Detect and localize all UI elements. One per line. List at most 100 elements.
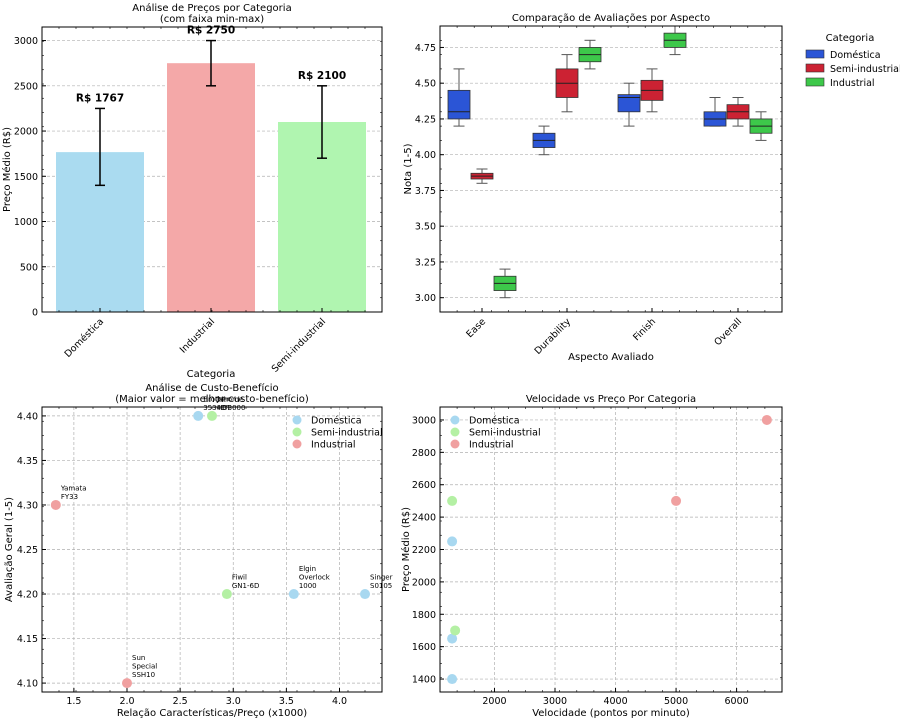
box-doméstica-ease — [447, 68, 471, 127]
point-label-line: 1000 — [299, 582, 317, 590]
point-label-line: HD3000 — [217, 404, 245, 412]
y-axis-label: Preço Médio (R$) — [1, 127, 13, 212]
bar-value-label: R$ 2750 — [187, 25, 235, 37]
box-semi-industrial-overall — [726, 97, 750, 127]
x-tick-label: Semi-industrial — [270, 316, 328, 374]
y-tick-label: 1800 — [412, 610, 436, 621]
legend-label: Doméstica — [311, 416, 362, 427]
y-tick-label: 3.00 — [415, 293, 436, 304]
y-tick-label: 2200 — [412, 545, 436, 556]
point-label-line: Brother — [203, 395, 229, 403]
y-tick-label: 4.25 — [17, 545, 38, 556]
y-tick-label: 4.40 — [17, 411, 38, 422]
y-tick-label: 3.50 — [415, 222, 436, 233]
chart-title: Velocidade vs Preço Por Categoria — [526, 394, 696, 405]
point-label: Yamata FY33 — [60, 484, 87, 501]
y-tick-label: 0 — [32, 308, 38, 319]
legend-marker — [292, 427, 302, 437]
point-label-line: Overlock — [299, 574, 331, 582]
x-tick-label: 5000 — [664, 696, 688, 707]
x-axis-label: Aspecto Avaliado — [568, 352, 654, 363]
x-tick-label: 4.0 — [332, 696, 347, 707]
point-label-line: Yamata — [60, 484, 87, 492]
legend-label: Semi-industrial — [311, 428, 383, 439]
point-industrial — [122, 678, 132, 689]
point-label-line: FY33 — [61, 493, 78, 501]
legend-label: Industrial — [830, 78, 875, 89]
point-label-line: GN1-6D — [232, 582, 259, 590]
point-label: Sun Special SSH10 — [132, 654, 157, 679]
legend-label: Semi-industrial — [830, 64, 900, 75]
box-industrial-ease — [493, 268, 517, 299]
chart-title: Comparação de Avaliações por Aspecto — [512, 13, 710, 24]
y-tick-label: 4.75 — [415, 43, 436, 54]
box-semi-industrial-finish — [640, 68, 664, 113]
x-tick-label: 2.0 — [119, 696, 134, 707]
point-semi-industrial — [207, 410, 217, 421]
legend-swatch — [805, 63, 825, 73]
chart-subtitle: (Maior valor = melhor custo-benefício) — [115, 393, 309, 405]
x-tick-label: Overall — [712, 316, 744, 348]
x-tick-label: Industrial — [178, 316, 217, 355]
chart-subtitle: (com faixa min-max) — [160, 14, 264, 25]
y-tick-label: 2500 — [14, 81, 38, 92]
box-doméstica-finish — [617, 82, 641, 127]
point-label-line: Sun — [132, 654, 145, 662]
point-industrial — [671, 495, 682, 506]
point-semi-industrial — [447, 495, 458, 506]
box — [447, 89, 471, 120]
legend-marker — [450, 439, 460, 449]
y-tick-label: 4.20 — [17, 590, 38, 601]
y-tick-label: 4.25 — [415, 114, 436, 125]
point-label-line: Special — [132, 663, 157, 671]
y-tick-label: 1000 — [14, 217, 38, 228]
x-tick-label: 3.5 — [279, 696, 294, 707]
point-label: Fiwil GN1-6D — [232, 574, 259, 591]
point-semi-industrial — [450, 625, 461, 636]
y-tick-label: 1500 — [14, 172, 38, 183]
y-tick-label: 3.25 — [415, 257, 436, 268]
y-tick-label: 1600 — [412, 642, 436, 653]
y-axis-label: Preço Médio (R$) — [400, 507, 412, 592]
legend-marker — [292, 415, 302, 425]
chart-title: Análise de Preços por Categoria — [132, 2, 291, 14]
point-label: Singer S0105 — [370, 574, 393, 591]
chart-title: Análise de Custo-Benefício — [145, 382, 278, 394]
x-axis-label: Categoria — [187, 369, 236, 380]
x-tick-label: 4000 — [603, 696, 627, 707]
y-tick-label: 4.15 — [17, 634, 38, 645]
y-tick-label: 4.00 — [415, 150, 436, 161]
point-label: Janome HD3000 — [216, 395, 245, 412]
point-industrial — [761, 414, 772, 425]
x-tick-label: 2.5 — [173, 696, 188, 707]
y-tick-label: 4.10 — [17, 679, 38, 690]
y-tick-label: 3000 — [412, 415, 436, 426]
point-doméstica — [360, 589, 370, 600]
legend-label: Doméstica — [830, 50, 881, 61]
y-tick-label: 4.35 — [17, 456, 38, 467]
legend-label: Industrial — [469, 440, 514, 451]
point-label-line: Elgin — [299, 565, 316, 573]
legend-label: Industrial — [311, 440, 356, 451]
point-doméstica — [288, 589, 299, 600]
point-label-line: 3534DT — [203, 404, 231, 412]
box-semi-industrial-ease — [470, 168, 494, 184]
legend-marker — [292, 439, 302, 449]
point-label-line: Singer — [370, 574, 393, 582]
point-doméstica — [447, 633, 458, 644]
legend-label: Semi-industrial — [469, 428, 541, 439]
y-tick-label: 2000 — [14, 127, 38, 138]
legend-swatch — [805, 77, 825, 87]
y-axis-label: Avaliação Geral (1-5) — [4, 497, 15, 602]
legend-marker — [450, 415, 460, 425]
point-doméstica — [193, 410, 204, 421]
y-tick-label: 4.30 — [17, 500, 38, 511]
x-tick-label: Durability — [533, 316, 574, 357]
legend-title: Categoria — [826, 33, 875, 44]
bar-value-label: R$ 2100 — [298, 70, 346, 82]
point-doméstica — [447, 536, 458, 547]
box-doméstica-durability — [532, 125, 556, 156]
bar-value-label: R$ 1767 — [76, 92, 124, 104]
x-tick-label: 3000 — [543, 696, 567, 707]
x-tick-label: 2000 — [482, 696, 506, 707]
